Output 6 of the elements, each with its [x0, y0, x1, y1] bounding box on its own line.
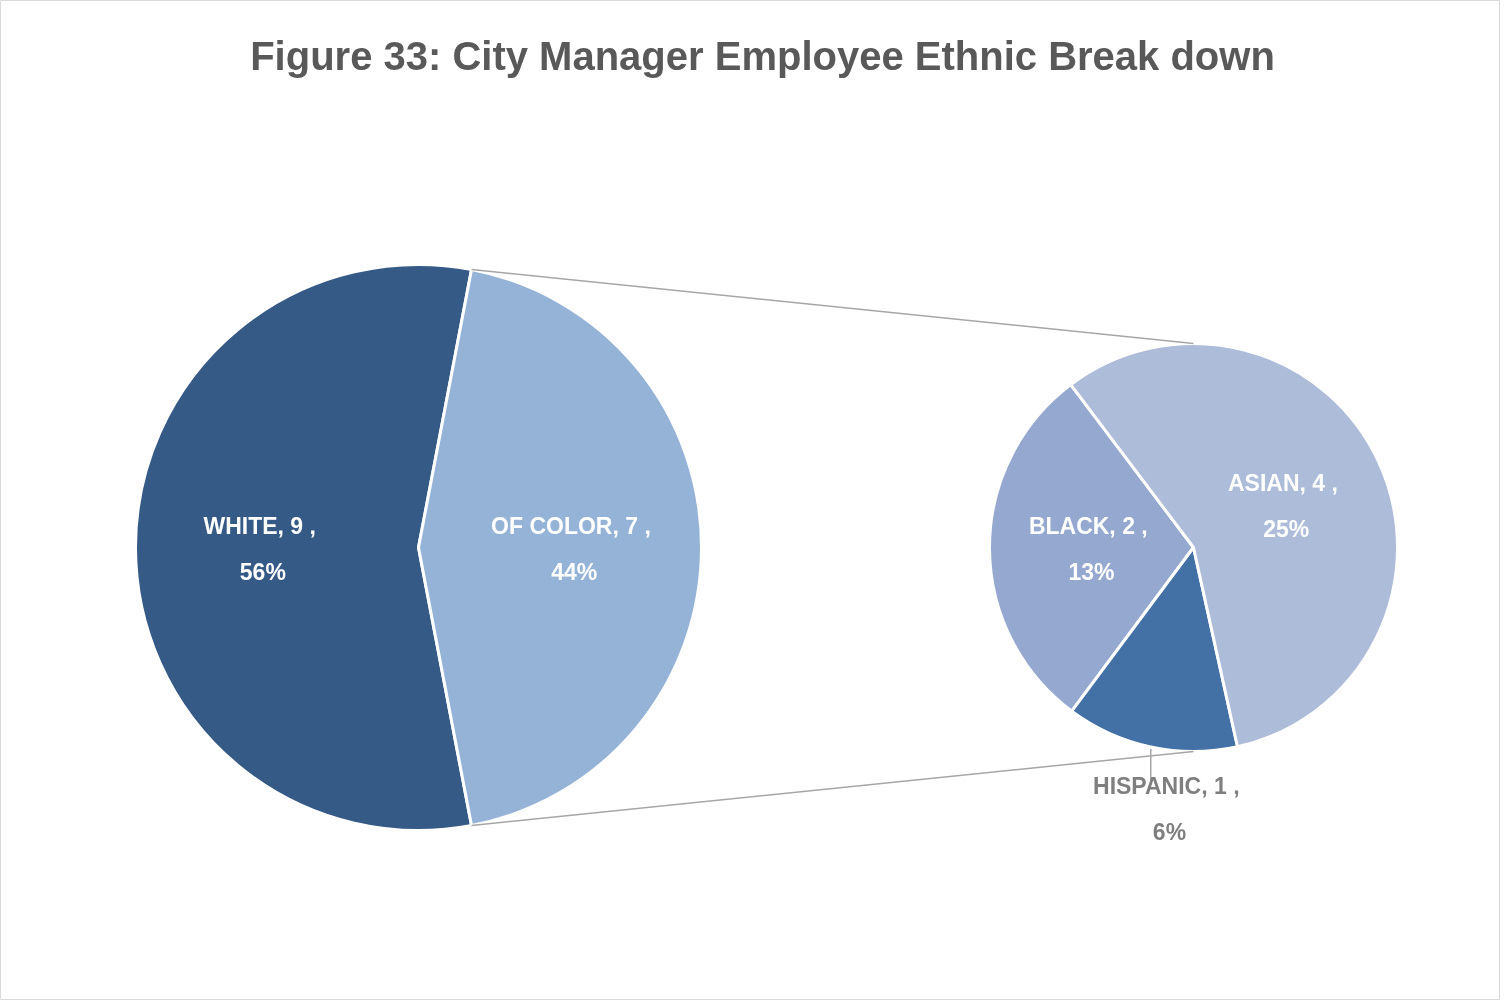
chart-title: Figure 33: City Manager Employee Ethnic Break down — [250, 33, 1275, 78]
slice-label: OF COLOR, 7 , 44% — [491, 512, 651, 585]
slice-label: HISPANIC, 1 , 6% — [1093, 773, 1240, 846]
slice-label: BLACK, 2 , 13% — [1028, 512, 1148, 585]
slice-label: ASIAN, 4 , 25% — [1228, 469, 1338, 542]
slice-label: WHITE, 9 , 56% — [203, 512, 316, 585]
